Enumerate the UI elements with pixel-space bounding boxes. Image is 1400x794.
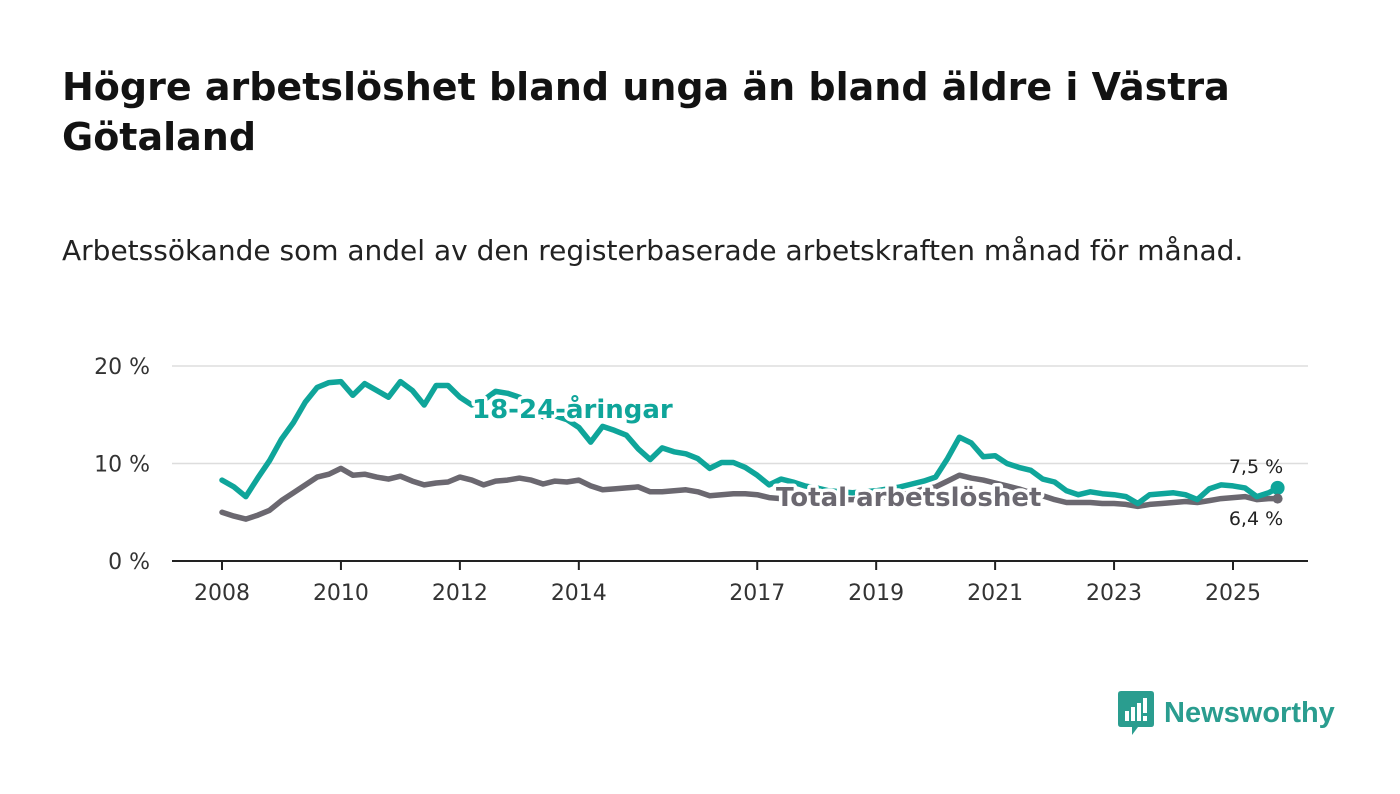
x-tick-label: 2014 (551, 581, 607, 606)
newsworthy-logo: Newsworthy (1118, 690, 1335, 736)
series-labels: 18-24-åringar Total arbetslöshet 7,5 % 6,4 … (469, 390, 1284, 531)
series-label-youth: 18-24-åringar (472, 393, 673, 425)
x-tick-label: 2021 (967, 581, 1023, 606)
x-tick-label: 2017 (729, 581, 785, 606)
newsworthy-icon (1118, 691, 1154, 735)
y-tick-label: 10 % (94, 453, 150, 478)
series-line-youth (219, 378, 1281, 507)
chart-title: Högre arbetslöshet bland unga än bland ä… (62, 65, 1230, 159)
x-tick-label: 2008 (194, 581, 250, 606)
y-tick-label: 0 % (108, 550, 150, 575)
end-value-youth: 7,5 % (1229, 456, 1283, 478)
endpoint-marker-youth (1270, 480, 1285, 495)
y-tick-label: 20 % (94, 355, 150, 380)
x-tick-label: 2025 (1205, 581, 1261, 606)
x-tick-label: 2019 (848, 581, 904, 606)
x-tick-label: 2012 (432, 581, 488, 606)
series-label-total: Total arbetslöshet (776, 483, 1041, 513)
endpoint-marker-total (1272, 493, 1283, 504)
x-tick-label: 2023 (1086, 581, 1142, 606)
axes: 0 % 10 % 20 % 2008 2010 2012 2014 2017 2019 2021 2… (94, 355, 1308, 606)
x-tick-label: 2010 (313, 581, 369, 606)
series-line-total (219, 465, 1281, 522)
chart-subtitle: Arbetssökande som andel av den registerb… (62, 234, 1244, 267)
brand-name: Newsworthy (1164, 696, 1335, 729)
series-lines (219, 378, 1285, 522)
end-value-total: 6,4 % (1229, 508, 1283, 530)
